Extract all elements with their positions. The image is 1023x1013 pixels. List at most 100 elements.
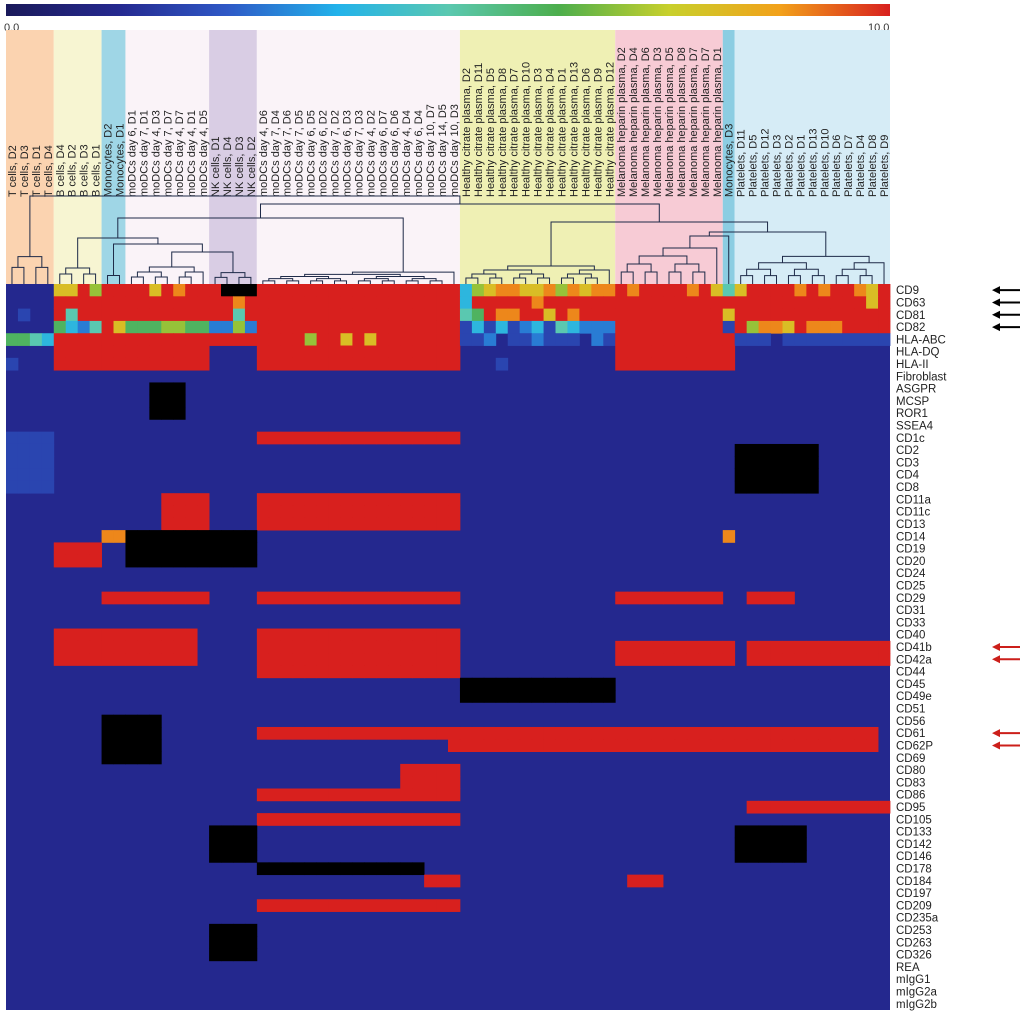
heatmap-cell [794,480,807,494]
column-label: NK cells, D3 [234,136,246,197]
heatmap-cell [304,308,317,322]
heatmap-cell [352,320,365,334]
heatmap-cell [806,284,819,297]
heatmap-cell [364,296,377,310]
heatmap-cell [758,456,771,469]
heatmap-cell [244,530,258,543]
heatmap-cell [352,308,365,322]
heatmap-cell [376,333,389,346]
heatmap-cell [352,333,365,346]
heatmap-cell [507,320,521,334]
heatmap-cell [471,690,485,703]
column-label: T cells, D1 [31,145,43,197]
heatmap-cell [866,653,879,666]
heatmap-cell [639,739,652,752]
dendrogram-link [29,195,461,257]
heatmap-cell [388,296,401,310]
heatmap-cell [292,862,306,876]
row-label: CD133 [896,827,932,839]
heatmap-cell [125,751,138,765]
heatmap-cell [101,714,114,728]
heatmap-cell [328,296,341,310]
heatmap-cell [483,726,497,740]
heatmap-cell [842,284,855,297]
heatmap-cell [316,862,329,876]
heatmap-cell [292,591,306,605]
heatmap-cell [388,640,401,654]
heatmap-cell [746,443,759,457]
heatmap-cell [710,345,724,359]
heatmap-cell [878,296,891,310]
row-label: CD86 [896,790,925,802]
heatmap-cell [651,357,664,371]
heatmap-cell [698,591,712,605]
heatmap-cell [448,874,461,888]
heatmap-cell [818,320,831,334]
heatmap-cell [352,813,365,826]
heatmap-cell [280,431,294,445]
heatmap-cell [567,308,580,322]
heatmap-cell [770,456,783,469]
heatmap-cell [161,333,174,346]
heatmap-cell [603,284,616,297]
heatmap-cell [412,640,425,654]
heatmap-cell [221,825,234,839]
column-label: Melanoma heparin plasma, D2 [616,47,628,197]
heatmap-cell [244,554,258,568]
heatmap-cell [471,333,485,346]
heatmap-cell [113,628,126,642]
column-label: Platelets, D2 [783,135,795,197]
heatmap-cell [758,333,771,346]
heatmap-cell [400,431,413,445]
heatmap-cell [340,296,353,310]
heatmap-cell [567,284,580,297]
heatmap-cell [734,284,748,297]
heatmap-cell [17,443,31,457]
heatmap-cell [448,517,461,531]
heatmap-cell [364,517,377,531]
heatmap-cell [722,296,736,310]
heatmap-cell [388,333,401,346]
heatmap-cell [424,431,437,445]
heatmap-cell [185,640,198,654]
heatmap-cell [197,284,210,297]
heatmap-cell [806,800,819,814]
heatmap-cell [280,665,294,679]
heatmap-cell [686,726,700,740]
heatmap-cell [256,862,270,876]
heatmap-cell [615,591,628,605]
heatmap-cell [376,505,389,519]
heatmap-cell [651,874,664,888]
heatmap-cell [388,665,401,679]
heatmap-cell [376,345,389,359]
heatmap-cell [436,776,449,789]
column-label: B cells, D3 [79,144,91,197]
heatmap-cell [185,542,198,556]
heatmap-cell [232,333,246,346]
heatmap-cell [256,505,270,519]
heatmap-cell [328,591,341,605]
heatmap-cell [280,308,294,322]
heatmap-cell [878,640,891,654]
heatmap-cell [424,813,437,826]
heatmap-cell [340,493,353,506]
heatmap-cell [244,308,258,322]
heatmap-cell [364,308,377,322]
heatmap-cell [471,726,485,740]
heatmap-cell [376,899,389,912]
heatmap-cell [304,899,317,912]
heatmap-cell [424,517,437,531]
heatmap-cell [806,333,819,346]
heatmap-cell [507,308,521,322]
heatmap-cell [734,726,748,740]
heatmap-cell [424,505,437,519]
heatmap-cell [304,320,317,334]
row-label: CD56 [896,716,925,728]
column-label: moDCs day 14, D5 [437,104,449,197]
heatmap-cell [256,653,270,666]
heatmap-cell [221,923,234,937]
heatmap-cell [29,468,43,482]
heatmap-cell [340,345,353,359]
heatmap-cell [149,628,162,642]
heatmap-cell [244,333,258,346]
